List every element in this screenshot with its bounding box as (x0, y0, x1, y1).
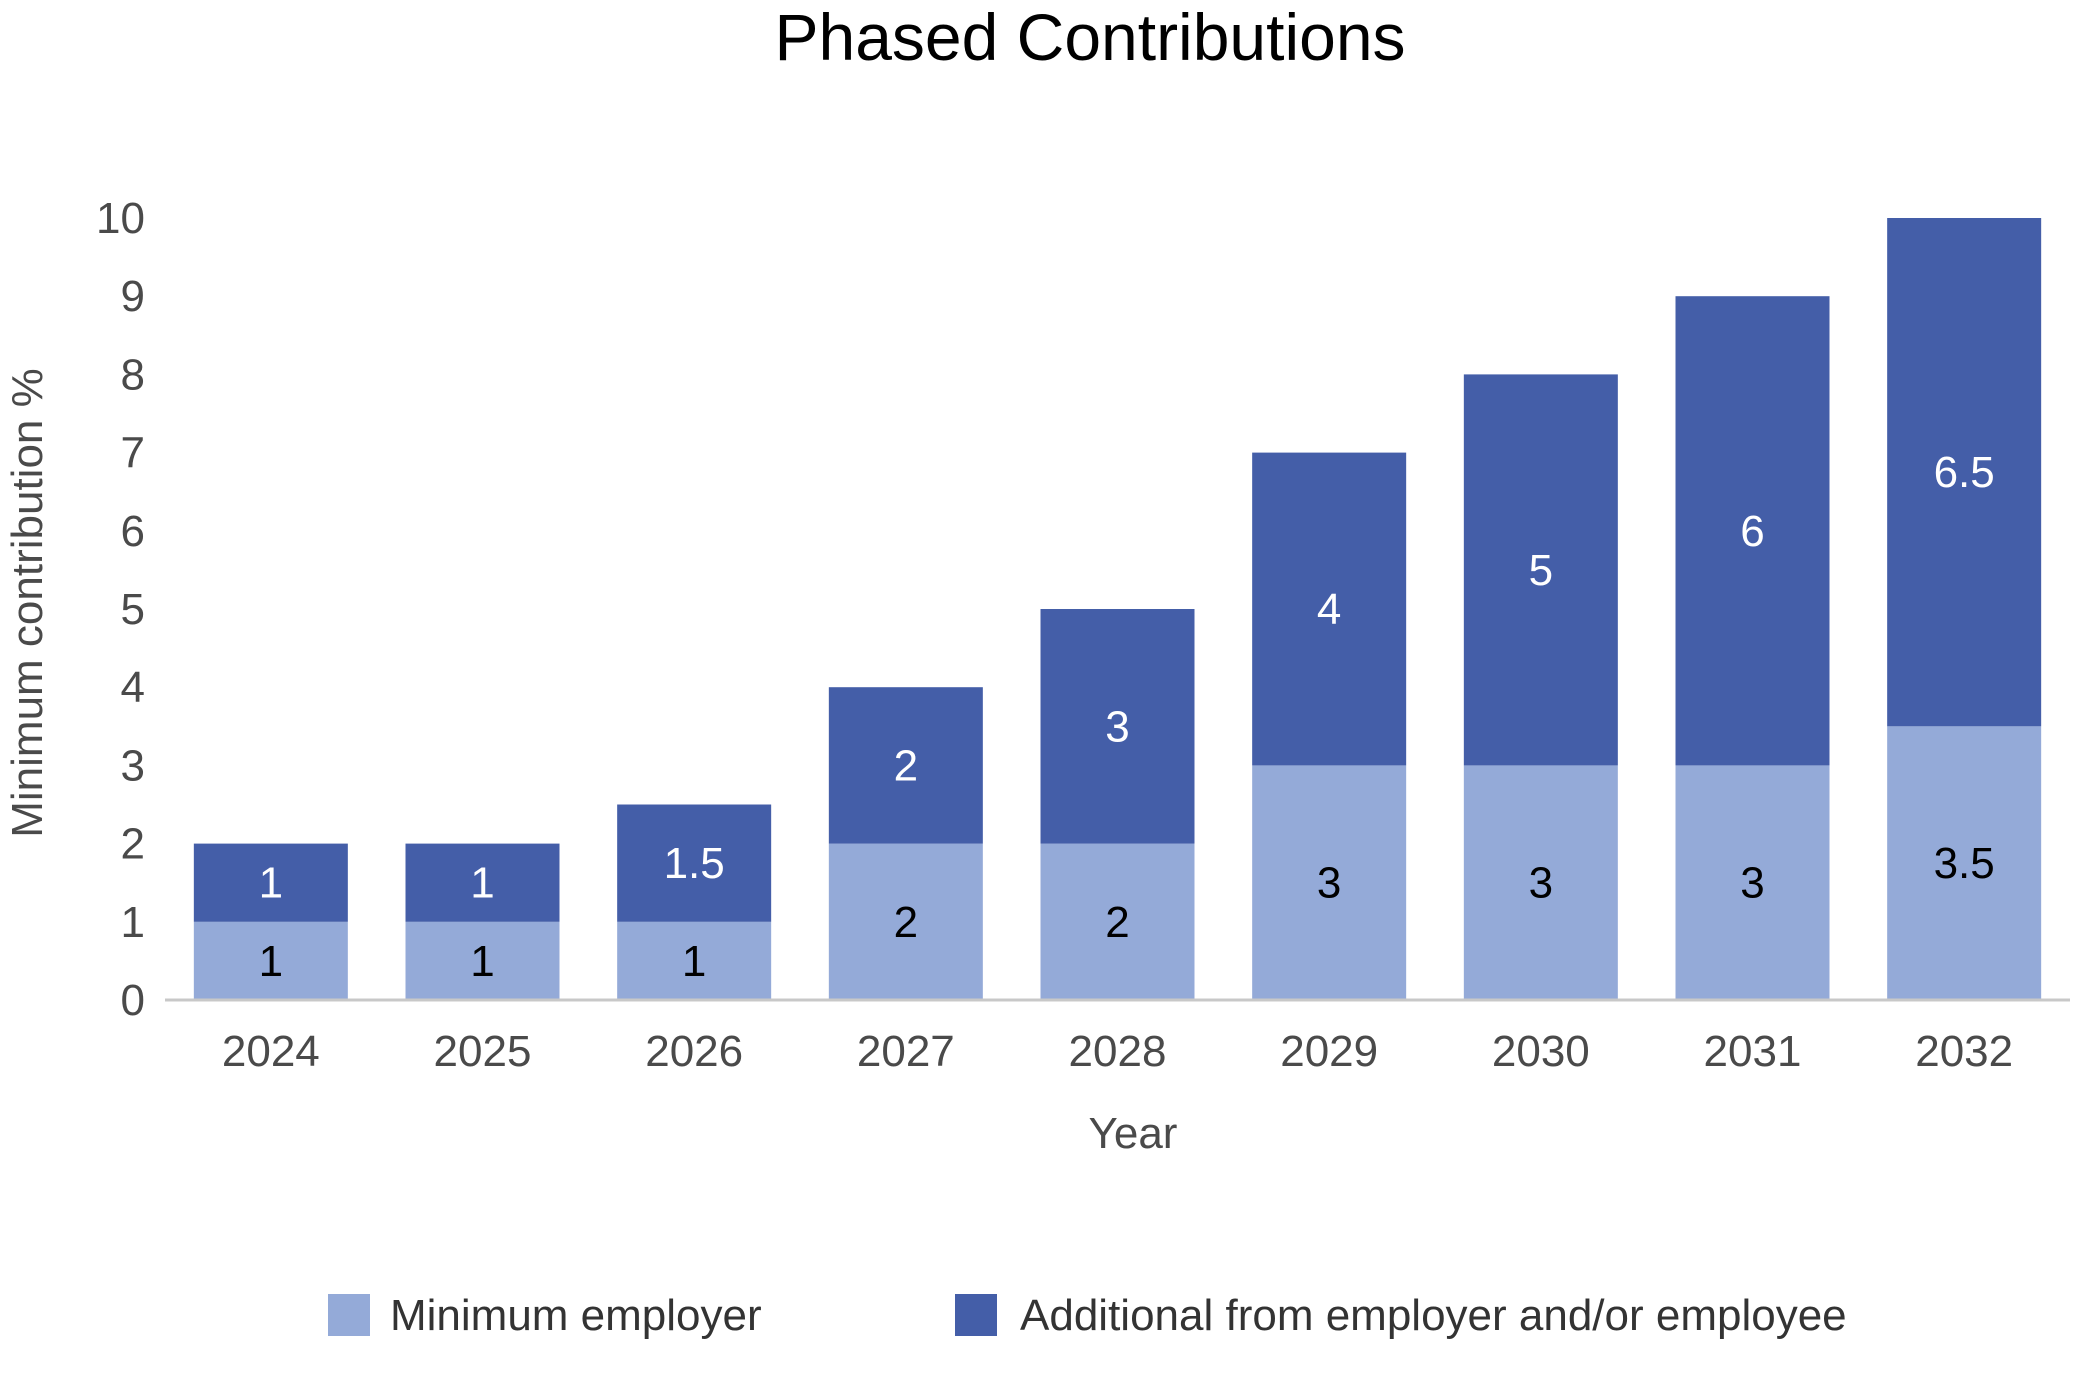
y-axis-ticks: 0 1 2 3 4 5 6 7 8 9 10 (96, 194, 145, 1025)
bar-segment-minimum-employer (1887, 726, 2042, 1000)
data-label: 5 (1529, 546, 1553, 595)
y-tick-label: 6 (121, 507, 145, 556)
data-label: 1 (682, 937, 706, 986)
legend-label: Minimum employer (390, 1291, 762, 1340)
data-label: 2 (894, 898, 918, 947)
legend-swatch (955, 1294, 997, 1336)
data-label: 3 (1740, 859, 1764, 908)
x-tick-label: 2032 (1915, 1027, 2013, 1076)
bar-segment-minimum-employer (405, 921, 560, 1000)
bar-segment-additional (1252, 452, 1407, 766)
bar-segment-minimum-employer (1252, 765, 1407, 1000)
x-tick-label: 2031 (1704, 1027, 1802, 1076)
x-tick-label: 2025 (434, 1027, 532, 1076)
y-tick-label: 1 (121, 898, 145, 947)
bar-segment-additional (1675, 296, 1830, 766)
legend: Minimum employer Additional from employer… (328, 1291, 1847, 1340)
x-tick-label: 2026 (645, 1027, 743, 1076)
x-axis-ticks: 2024 2025 2026 2027 2028 2029 2030 2031 2032 (222, 1027, 2013, 1076)
bar-segment-additional (1887, 218, 2042, 727)
chart-title: Phased Contributions (774, 0, 1405, 74)
x-axis-label: Year (1089, 1109, 1178, 1158)
data-label: 2 (1105, 898, 1129, 947)
x-tick-label: 2030 (1492, 1027, 1590, 1076)
y-tick-label: 3 (121, 741, 145, 790)
data-label: 6 (1740, 507, 1764, 556)
data-label: 3 (1105, 702, 1129, 751)
y-tick-label: 4 (121, 663, 145, 712)
bar-segment-additional (405, 843, 560, 922)
data-label: 3.5 (1934, 839, 1995, 888)
y-tick-label: 0 (121, 976, 145, 1025)
y-tick-label: 5 (121, 585, 145, 634)
bar-segment-additional (1040, 609, 1195, 844)
x-tick-label: 2029 (1280, 1027, 1378, 1076)
bar-segment-additional (1463, 374, 1618, 766)
data-label: 2 (894, 741, 918, 790)
y-tick-label: 2 (121, 820, 145, 869)
y-tick-label: 8 (121, 350, 145, 399)
data-label: 1 (470, 937, 494, 986)
legend-label: Additional from employer and/or employee (1020, 1291, 1847, 1340)
data-label: 1 (259, 937, 283, 986)
bar-segment-minimum-employer (1675, 765, 1830, 1000)
data-label: 3 (1317, 859, 1341, 908)
bar-segment-additional (828, 687, 983, 844)
data-label: 6.5 (1934, 448, 1995, 497)
bars-group: 1 1 1 1 1 1.5 2 2 2 3 3 4 3 5 3 6 3.5 6.5 (193, 218, 2042, 1000)
data-label: 1.5 (664, 839, 725, 888)
data-label: 1 (259, 859, 283, 908)
bar-segment-additional (617, 804, 772, 922)
x-tick-label: 2024 (222, 1027, 320, 1076)
x-tick-label: 2027 (857, 1027, 955, 1076)
data-label: 1 (470, 859, 494, 908)
legend-swatch (328, 1294, 370, 1336)
y-axis-label: Minimum contribution % (3, 368, 52, 838)
bar-segment-minimum-employer (617, 921, 772, 1000)
data-label: 4 (1317, 585, 1341, 634)
bar-segment-minimum-employer (828, 843, 983, 1000)
y-tick-label: 9 (121, 272, 145, 321)
y-tick-label: 7 (121, 429, 145, 478)
bar-segment-minimum-employer (1463, 765, 1618, 1000)
bar-segment-minimum-employer (193, 921, 348, 1000)
data-label: 3 (1529, 859, 1553, 908)
y-tick-label: 10 (96, 194, 145, 243)
bar-segment-minimum-employer (1040, 843, 1195, 1000)
x-tick-label: 2028 (1069, 1027, 1167, 1076)
bar-segment-additional (193, 843, 348, 922)
